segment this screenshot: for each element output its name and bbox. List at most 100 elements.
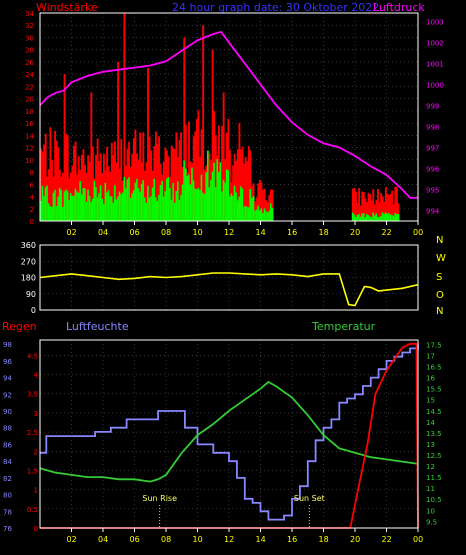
wind-gust-bar xyxy=(98,160,101,221)
compass-label: W xyxy=(436,253,446,264)
wind-average-bar xyxy=(84,188,86,221)
wind-average-bar xyxy=(57,196,60,221)
pressure-tick-label: 997 xyxy=(426,144,439,152)
wind-gust-bar xyxy=(80,154,83,221)
humidity-tick-label: 90 xyxy=(3,408,12,416)
temperature-tick-label: 10.5 xyxy=(426,496,442,504)
wind-gust-bar xyxy=(147,68,149,221)
wind-average-bar xyxy=(200,174,203,221)
temperature-tick-label: 17.5 xyxy=(426,341,442,349)
wind-gust-bar xyxy=(183,37,186,222)
wind-average-bar xyxy=(51,206,53,221)
wind-average-bar xyxy=(353,214,356,221)
wind-gust-bar xyxy=(197,110,200,221)
wind-gust-bar xyxy=(397,203,400,221)
humidity-tick-label: 88 xyxy=(3,425,12,433)
wind-average-bar xyxy=(129,197,132,221)
wind-gust-bar xyxy=(194,131,197,221)
wind-average-bar xyxy=(73,195,75,221)
wind-average-bar xyxy=(195,189,198,221)
x-tick-label: 18 xyxy=(319,535,329,544)
wind-average-bar xyxy=(202,192,205,221)
wind-average-bar xyxy=(76,191,79,221)
wind-average-bar xyxy=(115,199,118,221)
wind-average-bar xyxy=(46,185,49,221)
wind-gust-bar xyxy=(57,147,60,221)
wind-average-bar xyxy=(232,195,235,221)
wind-average-bar xyxy=(167,177,170,221)
wind-gust-bar xyxy=(247,145,250,221)
wind-gust-bar xyxy=(373,204,376,221)
wind-gust-bar xyxy=(150,150,153,221)
wind-average-bar xyxy=(154,197,157,221)
wind-average-bar xyxy=(68,200,71,221)
wind-average-bar xyxy=(63,191,66,221)
wind-average-bar xyxy=(178,199,181,221)
wind-average-bar xyxy=(101,198,104,221)
temperature-line xyxy=(39,380,419,483)
temperature-tick-label: 17 xyxy=(426,352,435,360)
wind-gust-bar xyxy=(243,163,246,221)
wind-gust-bar xyxy=(394,186,397,221)
wind-average-bar xyxy=(362,213,365,221)
wind-average-bar xyxy=(257,205,260,221)
wind-average-bar xyxy=(47,203,50,221)
wind-tick-label: 28 xyxy=(25,47,34,55)
wind-average-bar xyxy=(224,182,227,221)
wind-average-bar xyxy=(394,212,397,221)
pressure-tick-label: 1001 xyxy=(426,60,444,68)
wind-gust-bar xyxy=(82,149,85,221)
wind-tick-label: 2 xyxy=(30,206,34,214)
wind-average-bar xyxy=(217,172,220,221)
wind-average-bar xyxy=(236,200,239,221)
wind-gust-bar xyxy=(120,138,123,221)
pressure-tick-label: 995 xyxy=(426,186,439,194)
wind-gust-bar xyxy=(65,134,68,221)
wind-gust-bar xyxy=(117,61,120,221)
wind-gust-bar xyxy=(51,159,53,221)
wind-tick-label: 32 xyxy=(25,22,34,30)
wind-average-bar xyxy=(364,217,367,221)
wind-gust-bar xyxy=(195,118,198,221)
wind-average-bar xyxy=(96,197,99,221)
wind-average-bar xyxy=(355,217,357,221)
wind-average-bar xyxy=(366,213,368,221)
pressure-tick-label: 999 xyxy=(426,102,439,110)
wind-average-bar xyxy=(375,213,378,221)
wind-average-bar xyxy=(247,207,250,221)
wind-gust-bar xyxy=(355,191,357,221)
wind-gust-bar xyxy=(364,198,367,221)
wind-average-bar xyxy=(172,183,175,221)
wind-average-bar xyxy=(203,194,206,221)
wind-gust-bar xyxy=(143,170,146,221)
wind-average-bar xyxy=(139,191,142,221)
wind-average-bar xyxy=(148,197,151,221)
wind-gust-bar xyxy=(208,153,211,221)
wind-average-bar xyxy=(103,204,105,221)
humidity-tick-label: 82 xyxy=(3,475,12,483)
wind-average-bar xyxy=(140,183,143,221)
wind-average-bar xyxy=(156,200,159,221)
temperature-tick-label: 14 xyxy=(426,419,435,427)
wind-average-bar xyxy=(254,210,257,221)
wind-average-bar xyxy=(192,180,195,221)
wind-tick-label: 0 xyxy=(30,218,34,226)
wind-gust-bar xyxy=(255,197,258,221)
wind-gust-bar xyxy=(389,193,392,221)
rain-tick-label: 0.5 xyxy=(27,506,38,514)
panel-frame xyxy=(39,244,419,311)
wind-gust-bar xyxy=(246,161,249,221)
wind-average-bar xyxy=(54,189,57,221)
wind-gust-bar xyxy=(227,118,230,221)
rain-tick-label: 4.5 xyxy=(27,352,38,360)
wind-gust-bar xyxy=(188,121,190,221)
x-tick-label: 08 xyxy=(161,228,171,237)
wind-average-bar xyxy=(71,195,74,221)
wind-gust-bar xyxy=(238,123,241,221)
wind-average-bar xyxy=(392,216,395,221)
wind-average-bar xyxy=(180,195,183,221)
wind-gust-bar xyxy=(43,144,46,221)
direction-tick-label: 180 xyxy=(21,274,36,283)
temperature-tick-label: 15.5 xyxy=(426,386,442,394)
wind-gust-bar xyxy=(134,129,137,221)
